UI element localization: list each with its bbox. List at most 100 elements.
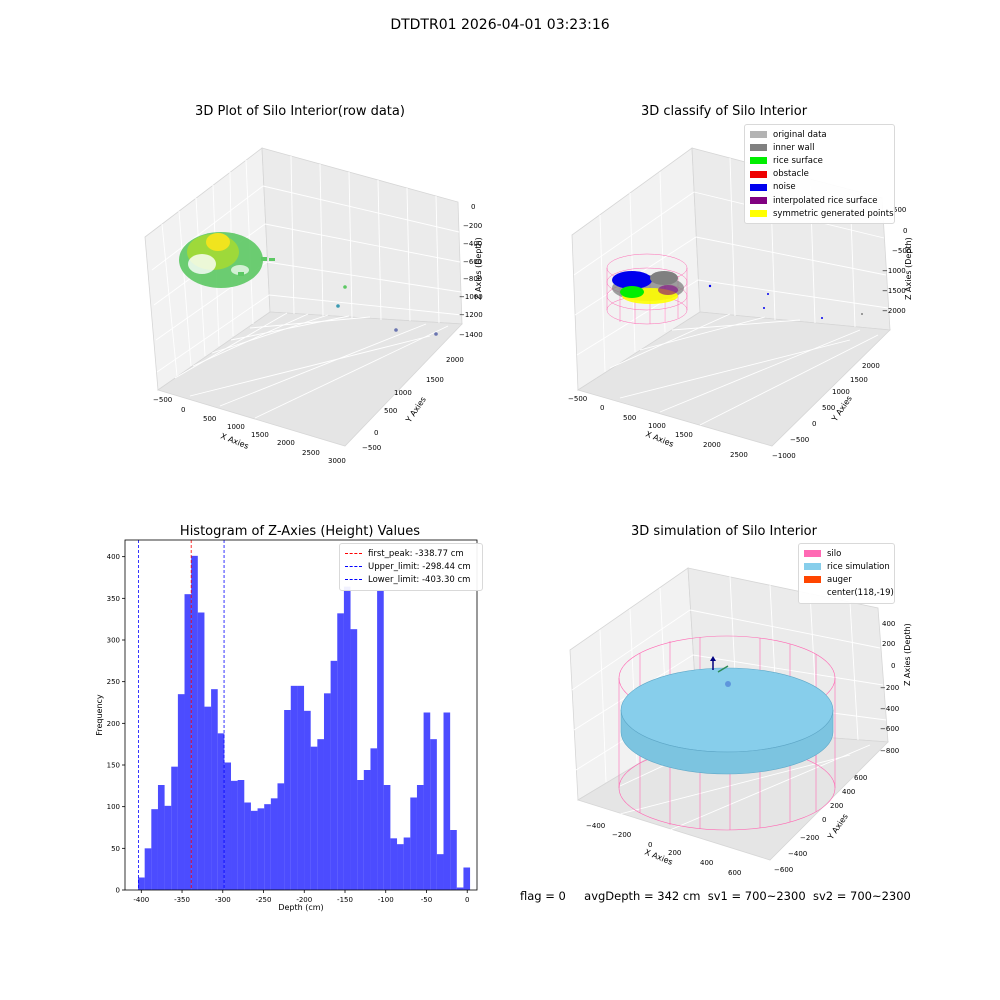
simulation-ytick: −400	[788, 850, 807, 858]
histogram-bar	[443, 712, 451, 890]
histogram-y-tick-label: 300	[107, 637, 120, 645]
legend-swatch-symmetric	[750, 210, 767, 218]
histogram-bar	[290, 685, 298, 890]
histogram-bar	[370, 748, 378, 890]
simulation-ztick: 200	[882, 640, 895, 648]
histogram-bar	[231, 780, 238, 890]
raw-xtick: 3000	[328, 457, 346, 465]
legend-label: first_peak: -338.77 cm	[368, 548, 464, 559]
legend-item-obstacle: obstacle	[750, 168, 889, 181]
simulation-xtick: 0	[648, 841, 652, 849]
legend-swatch-original-data	[750, 131, 767, 139]
raw-xtick: 500	[203, 415, 216, 423]
legend-line-lower-limit	[345, 579, 362, 581]
histogram-bars	[138, 555, 471, 890]
sv1-text: sv1 = 700~2300	[707, 889, 806, 903]
histogram-bar	[164, 805, 172, 890]
raw-x-ticks: −500 0 500 1000 1500 2000 2500 3000	[153, 396, 346, 465]
legend-swatch-center	[804, 590, 821, 597]
legend-item-symmetric: symmetric generated points	[750, 207, 894, 220]
simulation-ytick: 0	[822, 816, 826, 824]
classify-ztick: −1000	[882, 267, 906, 275]
histogram-reference-lines	[138, 540, 225, 890]
histogram-bar	[397, 844, 404, 890]
raw-ztick: −600	[463, 258, 482, 266]
classify-legend: original data inner wall rice surface ob…	[744, 124, 895, 225]
raw-xtick: 2000	[277, 439, 295, 447]
legend-swatch-noise	[750, 183, 767, 191]
classify-ytick: 2000	[862, 362, 880, 370]
histogram-y-tick-label: 250	[107, 678, 120, 686]
simulation-z-ticks: 400 200 0 −200 −400 −600 −800	[880, 620, 899, 755]
raw-xtick: 1500	[251, 431, 269, 439]
histogram-bar	[211, 689, 218, 890]
classify-3d-plot[interactable]: −500 0 500 1000 1500 2000 2500 X Axies −…	[560, 140, 920, 470]
raw-ztick: −1200	[459, 311, 483, 319]
histogram-x-tick-label: -50	[421, 896, 432, 904]
legend-swatch-obstacle	[750, 170, 767, 178]
raw-ytick: 1500	[426, 376, 444, 384]
histogram-bar	[224, 762, 232, 890]
simulation-ztick: 0	[891, 662, 895, 670]
simulation-y-label: Y Axies	[826, 812, 850, 842]
raw-x-label: X Axies	[219, 432, 250, 451]
raw-3d-plot[interactable]: −500 0 500 1000 1500 2000 2500 3000 X Ax…	[130, 140, 490, 470]
raw-ytick: 1000	[394, 389, 412, 397]
histogram-x-tick-label: -300	[215, 896, 231, 904]
histogram-bar	[323, 693, 331, 890]
raw-ztick: −1000	[459, 293, 483, 301]
histogram-y-ticks: 0 50 100 150 200 250 300 350 400	[107, 553, 125, 895]
histogram-bar	[237, 780, 245, 890]
histogram-y-tick-label: 0	[116, 887, 120, 895]
simulation-xtick: −200	[612, 831, 631, 839]
raw-xtick: −500	[153, 396, 172, 404]
histogram-bar	[277, 783, 285, 890]
histogram-bar	[357, 780, 364, 890]
histogram-y-tick-label: 150	[107, 762, 120, 770]
simulation-z-label: Z Axies (Depth)	[903, 623, 912, 686]
simulation-3d-plot[interactable]: −400 −200 0 200 400 600 X Axies −600 −40…	[560, 560, 920, 880]
histogram-x-tick-label: -400	[133, 896, 149, 904]
classify-x-label: X Axies	[644, 430, 675, 449]
sv2-text: sv2 = 700~2300	[812, 889, 911, 903]
classify-ytick: 0	[812, 420, 816, 428]
simulation-ztick: −400	[880, 705, 899, 713]
legend-label: interpolated rice surface	[773, 195, 878, 206]
legend-line-first-peak	[345, 553, 362, 555]
histogram-bar	[416, 785, 424, 890]
legend-label: obstacle	[773, 169, 809, 180]
histogram-bar	[151, 809, 158, 890]
histogram-bar	[138, 877, 145, 890]
histogram-bar	[204, 706, 212, 890]
classify-ytick: 500	[822, 404, 835, 412]
legend-label: auger	[827, 574, 852, 585]
legend-label: Lower_limit: -403.30 cm	[368, 574, 471, 585]
legend-item-upper-limit: Upper_limit: -298.44 cm	[345, 560, 477, 573]
simulation-ztick: 400	[882, 620, 895, 628]
histogram-bar	[377, 590, 384, 890]
classify-ytick: 1000	[832, 388, 850, 396]
histogram-bar	[197, 612, 205, 890]
legend-swatch-silo	[804, 550, 821, 558]
histogram-bar	[463, 867, 471, 890]
legend-label: Upper_limit: -298.44 cm	[368, 561, 471, 572]
figure-title: DTDTR01 2026-04-01 03:23:16	[390, 17, 610, 33]
legend-swatch-auger	[804, 576, 821, 584]
raw-ytick: 0	[374, 429, 378, 437]
simulation-xtick: −400	[586, 822, 605, 830]
classify-point-cloud	[606, 253, 863, 325]
histogram-chart[interactable]: -400 -350 -300 -250 -200 -150 -100 -50 0 0 50 100 1…	[80, 530, 490, 920]
histogram-bar	[304, 710, 311, 890]
histogram-bar	[450, 830, 457, 890]
histogram-y-tick-label: 200	[107, 720, 120, 728]
histogram-bar	[390, 838, 398, 890]
simulation-ytick: −600	[774, 866, 793, 874]
classify-x-ticks: −500 0 500 1000 1500 2000 2500	[568, 395, 748, 459]
simulation-xtick: 400	[700, 859, 713, 867]
classify-z-label: Z Axies (Depth)	[904, 237, 913, 300]
histogram-bar	[244, 802, 251, 890]
histogram-y-tick-label: 400	[107, 553, 120, 561]
classify-ztick: −2000	[882, 307, 906, 315]
histogram-bar	[330, 660, 338, 890]
histogram-bar	[310, 746, 318, 890]
